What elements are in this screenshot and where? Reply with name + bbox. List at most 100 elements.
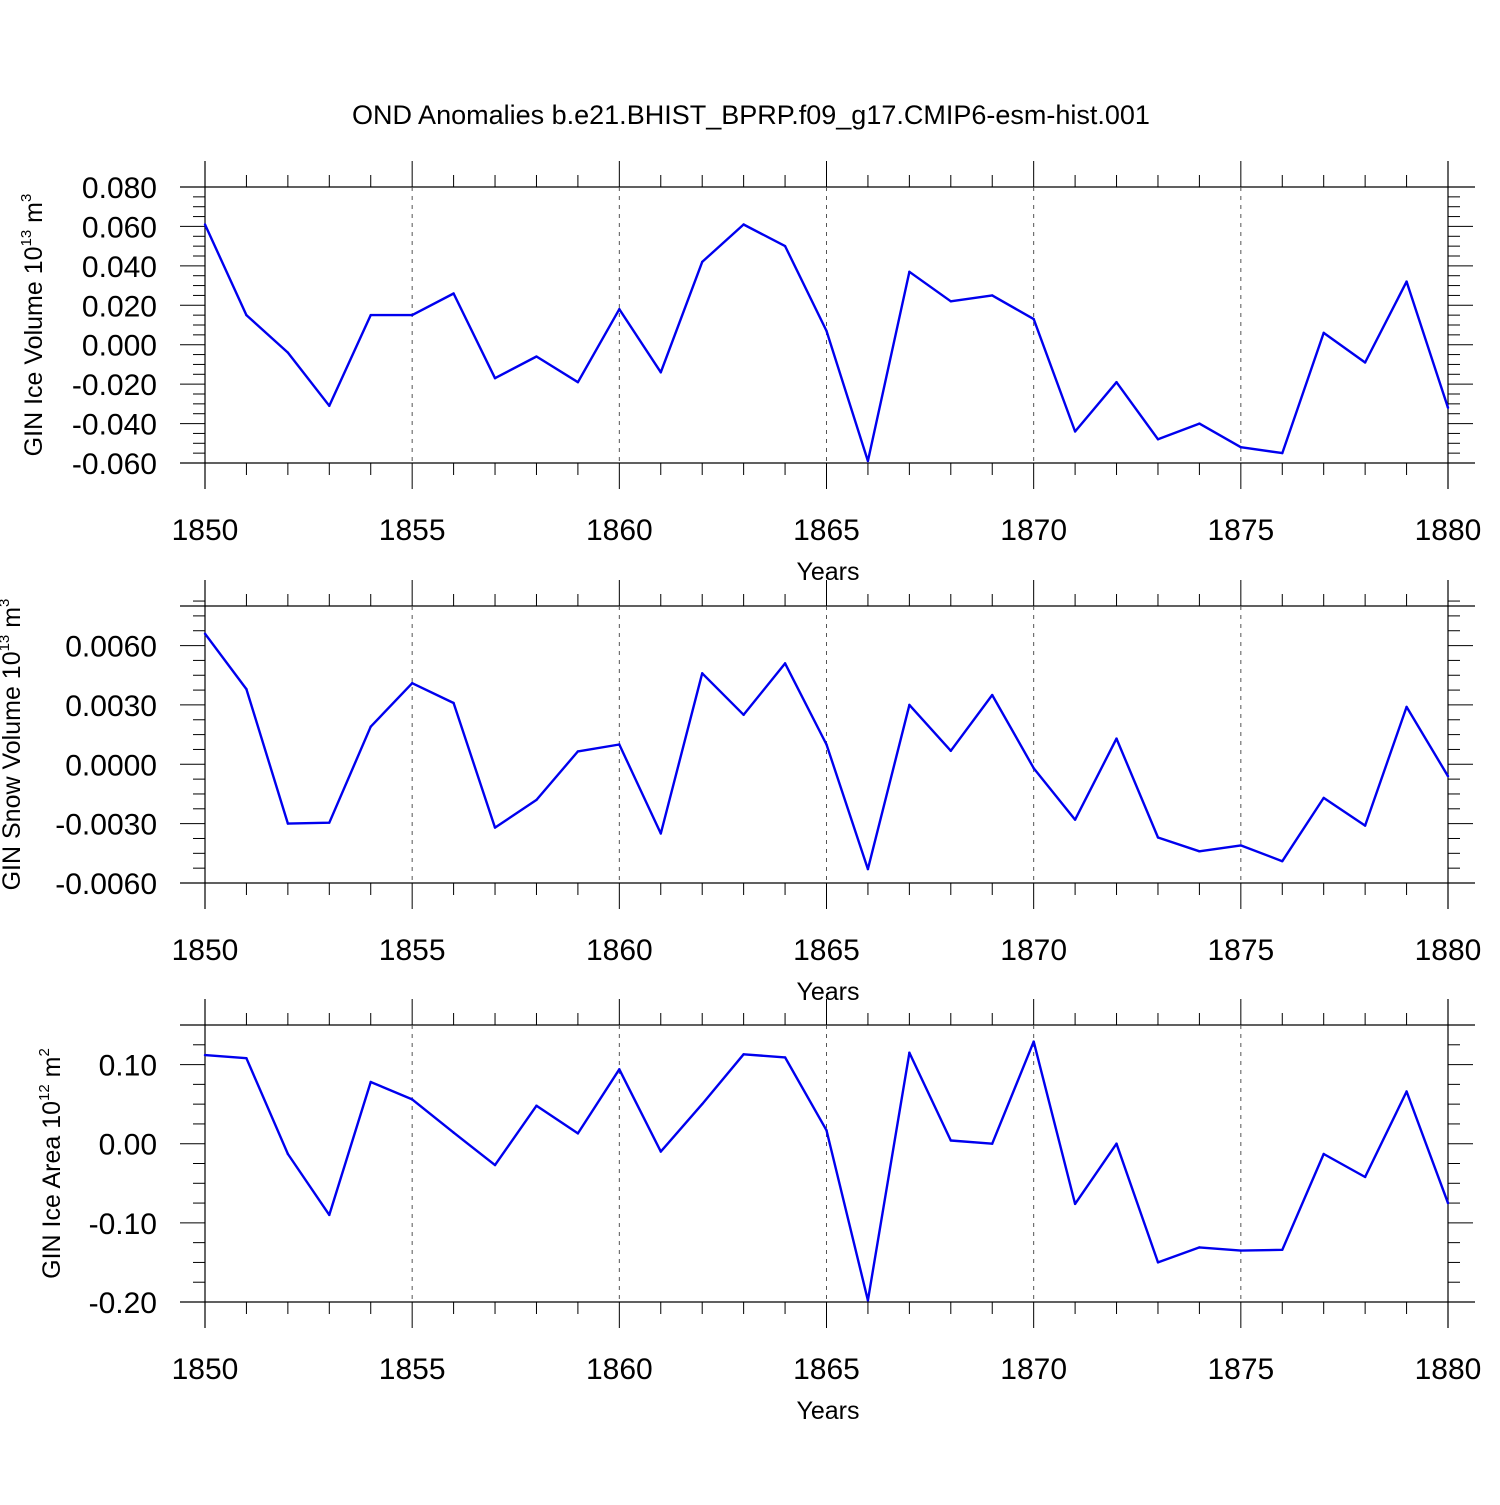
y-tick-label: 0.080 xyxy=(82,172,157,205)
data-point xyxy=(452,292,455,295)
data-point xyxy=(908,1051,911,1054)
data-point xyxy=(245,313,248,317)
data-point xyxy=(369,1080,372,1084)
x-tick-label: 1880 xyxy=(1415,1353,1482,1386)
data-point xyxy=(825,743,828,746)
y-tick-label: -0.0060 xyxy=(55,868,157,901)
data-point xyxy=(1281,451,1284,455)
data-point xyxy=(1156,1261,1160,1264)
data-point xyxy=(1322,1152,1325,1156)
panels: 1850 1855 1860 1865 1870 1875 1880 Years -0.060 -… xyxy=(0,161,1481,1425)
data-point xyxy=(493,826,497,829)
data-point xyxy=(203,632,207,635)
data-point xyxy=(866,867,870,871)
y-axis-label: GIN Ice Volume 1013 m3 xyxy=(18,194,48,457)
data-point xyxy=(328,821,331,824)
x-tick-label: 1855 xyxy=(379,934,446,967)
data-point xyxy=(369,725,372,728)
data-point xyxy=(742,713,745,717)
data-point xyxy=(949,749,952,753)
data-point xyxy=(1156,836,1160,839)
data-point xyxy=(1032,1040,1035,1043)
data-point xyxy=(1405,280,1408,283)
data-point xyxy=(991,693,994,697)
data-point xyxy=(1363,824,1367,827)
chart-panel-3: 1850 1855 1860 1865 1870 1875 1880 Years -0.20 -0… xyxy=(36,999,1481,1425)
y-tick-label: 0.020 xyxy=(82,290,157,323)
chart-panel-1: 1850 1855 1860 1865 1870 1875 1880 Years -0.060 -… xyxy=(18,161,1481,586)
x-tick-label: 1870 xyxy=(1000,1353,1067,1386)
x-tick-label: 1860 xyxy=(586,934,653,967)
data-point xyxy=(1446,774,1450,778)
x-tick-label: 1860 xyxy=(586,514,653,547)
data-point xyxy=(1239,446,1243,449)
data-point xyxy=(286,351,290,354)
data-point xyxy=(1156,438,1160,441)
y-tick-label: 0.0000 xyxy=(65,749,157,782)
y-tick-label: 0.000 xyxy=(82,330,157,363)
data-point xyxy=(576,1132,580,1135)
data-point xyxy=(493,377,497,380)
data-point xyxy=(493,1163,497,1167)
y-tick-label: 0.00 xyxy=(99,1129,157,1162)
y-tick-label: -0.0030 xyxy=(55,809,157,842)
data-point xyxy=(286,822,290,825)
data-point xyxy=(410,1098,414,1101)
data-point xyxy=(1363,1175,1367,1179)
x-tick-label: 1880 xyxy=(1415,934,1482,967)
data-point xyxy=(825,1129,828,1132)
data-point xyxy=(866,1299,870,1302)
data-point xyxy=(1198,1246,1201,1249)
data-point xyxy=(369,313,372,317)
x-tick-label: 1850 xyxy=(172,934,239,967)
data-point xyxy=(576,380,580,384)
data-point xyxy=(825,329,828,333)
data-point xyxy=(535,798,538,802)
data-point xyxy=(783,1056,787,1059)
y-tick-label: -0.040 xyxy=(72,409,157,442)
x-tick-label: 1875 xyxy=(1207,1353,1274,1386)
data-point xyxy=(1032,317,1035,321)
data-point xyxy=(535,355,538,358)
x-tick-label: 1875 xyxy=(1207,514,1274,547)
data-point xyxy=(328,1213,331,1217)
data-point xyxy=(991,294,994,297)
x-tick-label: 1865 xyxy=(793,1353,860,1386)
data-point xyxy=(618,743,621,746)
data-point xyxy=(410,313,414,317)
data-point xyxy=(1073,1202,1077,1206)
data-point xyxy=(1115,380,1118,384)
x-tick-label: 1870 xyxy=(1000,934,1067,967)
x-tick-label: 1865 xyxy=(793,934,860,967)
data-point xyxy=(286,1152,290,1156)
y-tick-label: -0.10 xyxy=(89,1208,157,1241)
y-tick-label: 0.060 xyxy=(82,211,157,244)
data-point xyxy=(452,1131,455,1134)
data-point xyxy=(866,459,870,463)
data-point xyxy=(1281,1248,1284,1251)
data-point xyxy=(908,703,911,707)
data-point xyxy=(1405,1090,1408,1093)
data-point xyxy=(1115,1142,1118,1145)
data-point xyxy=(1115,737,1118,740)
data-point xyxy=(203,1053,207,1057)
x-tick-label: 1855 xyxy=(379,514,446,547)
data-point xyxy=(1281,860,1284,863)
data-point xyxy=(659,832,662,835)
data-point xyxy=(1198,422,1201,425)
data-point xyxy=(701,260,704,264)
data-point xyxy=(1239,844,1243,847)
y-tick-label: -0.20 xyxy=(89,1287,157,1320)
chart-panel-2: 1850 1855 1860 1865 1870 1875 1880 Years -0.0060… xyxy=(0,580,1481,1006)
data-point xyxy=(535,1104,538,1107)
data-point xyxy=(618,308,621,311)
data-point xyxy=(742,1053,745,1056)
x-tick-label: 1850 xyxy=(172,514,239,547)
x-tick-label: 1870 xyxy=(1000,514,1067,547)
data-point xyxy=(410,681,414,685)
y-tick-label: 0.10 xyxy=(99,1050,157,1083)
data-point xyxy=(1073,430,1077,433)
x-axis-label: Years xyxy=(796,558,859,586)
